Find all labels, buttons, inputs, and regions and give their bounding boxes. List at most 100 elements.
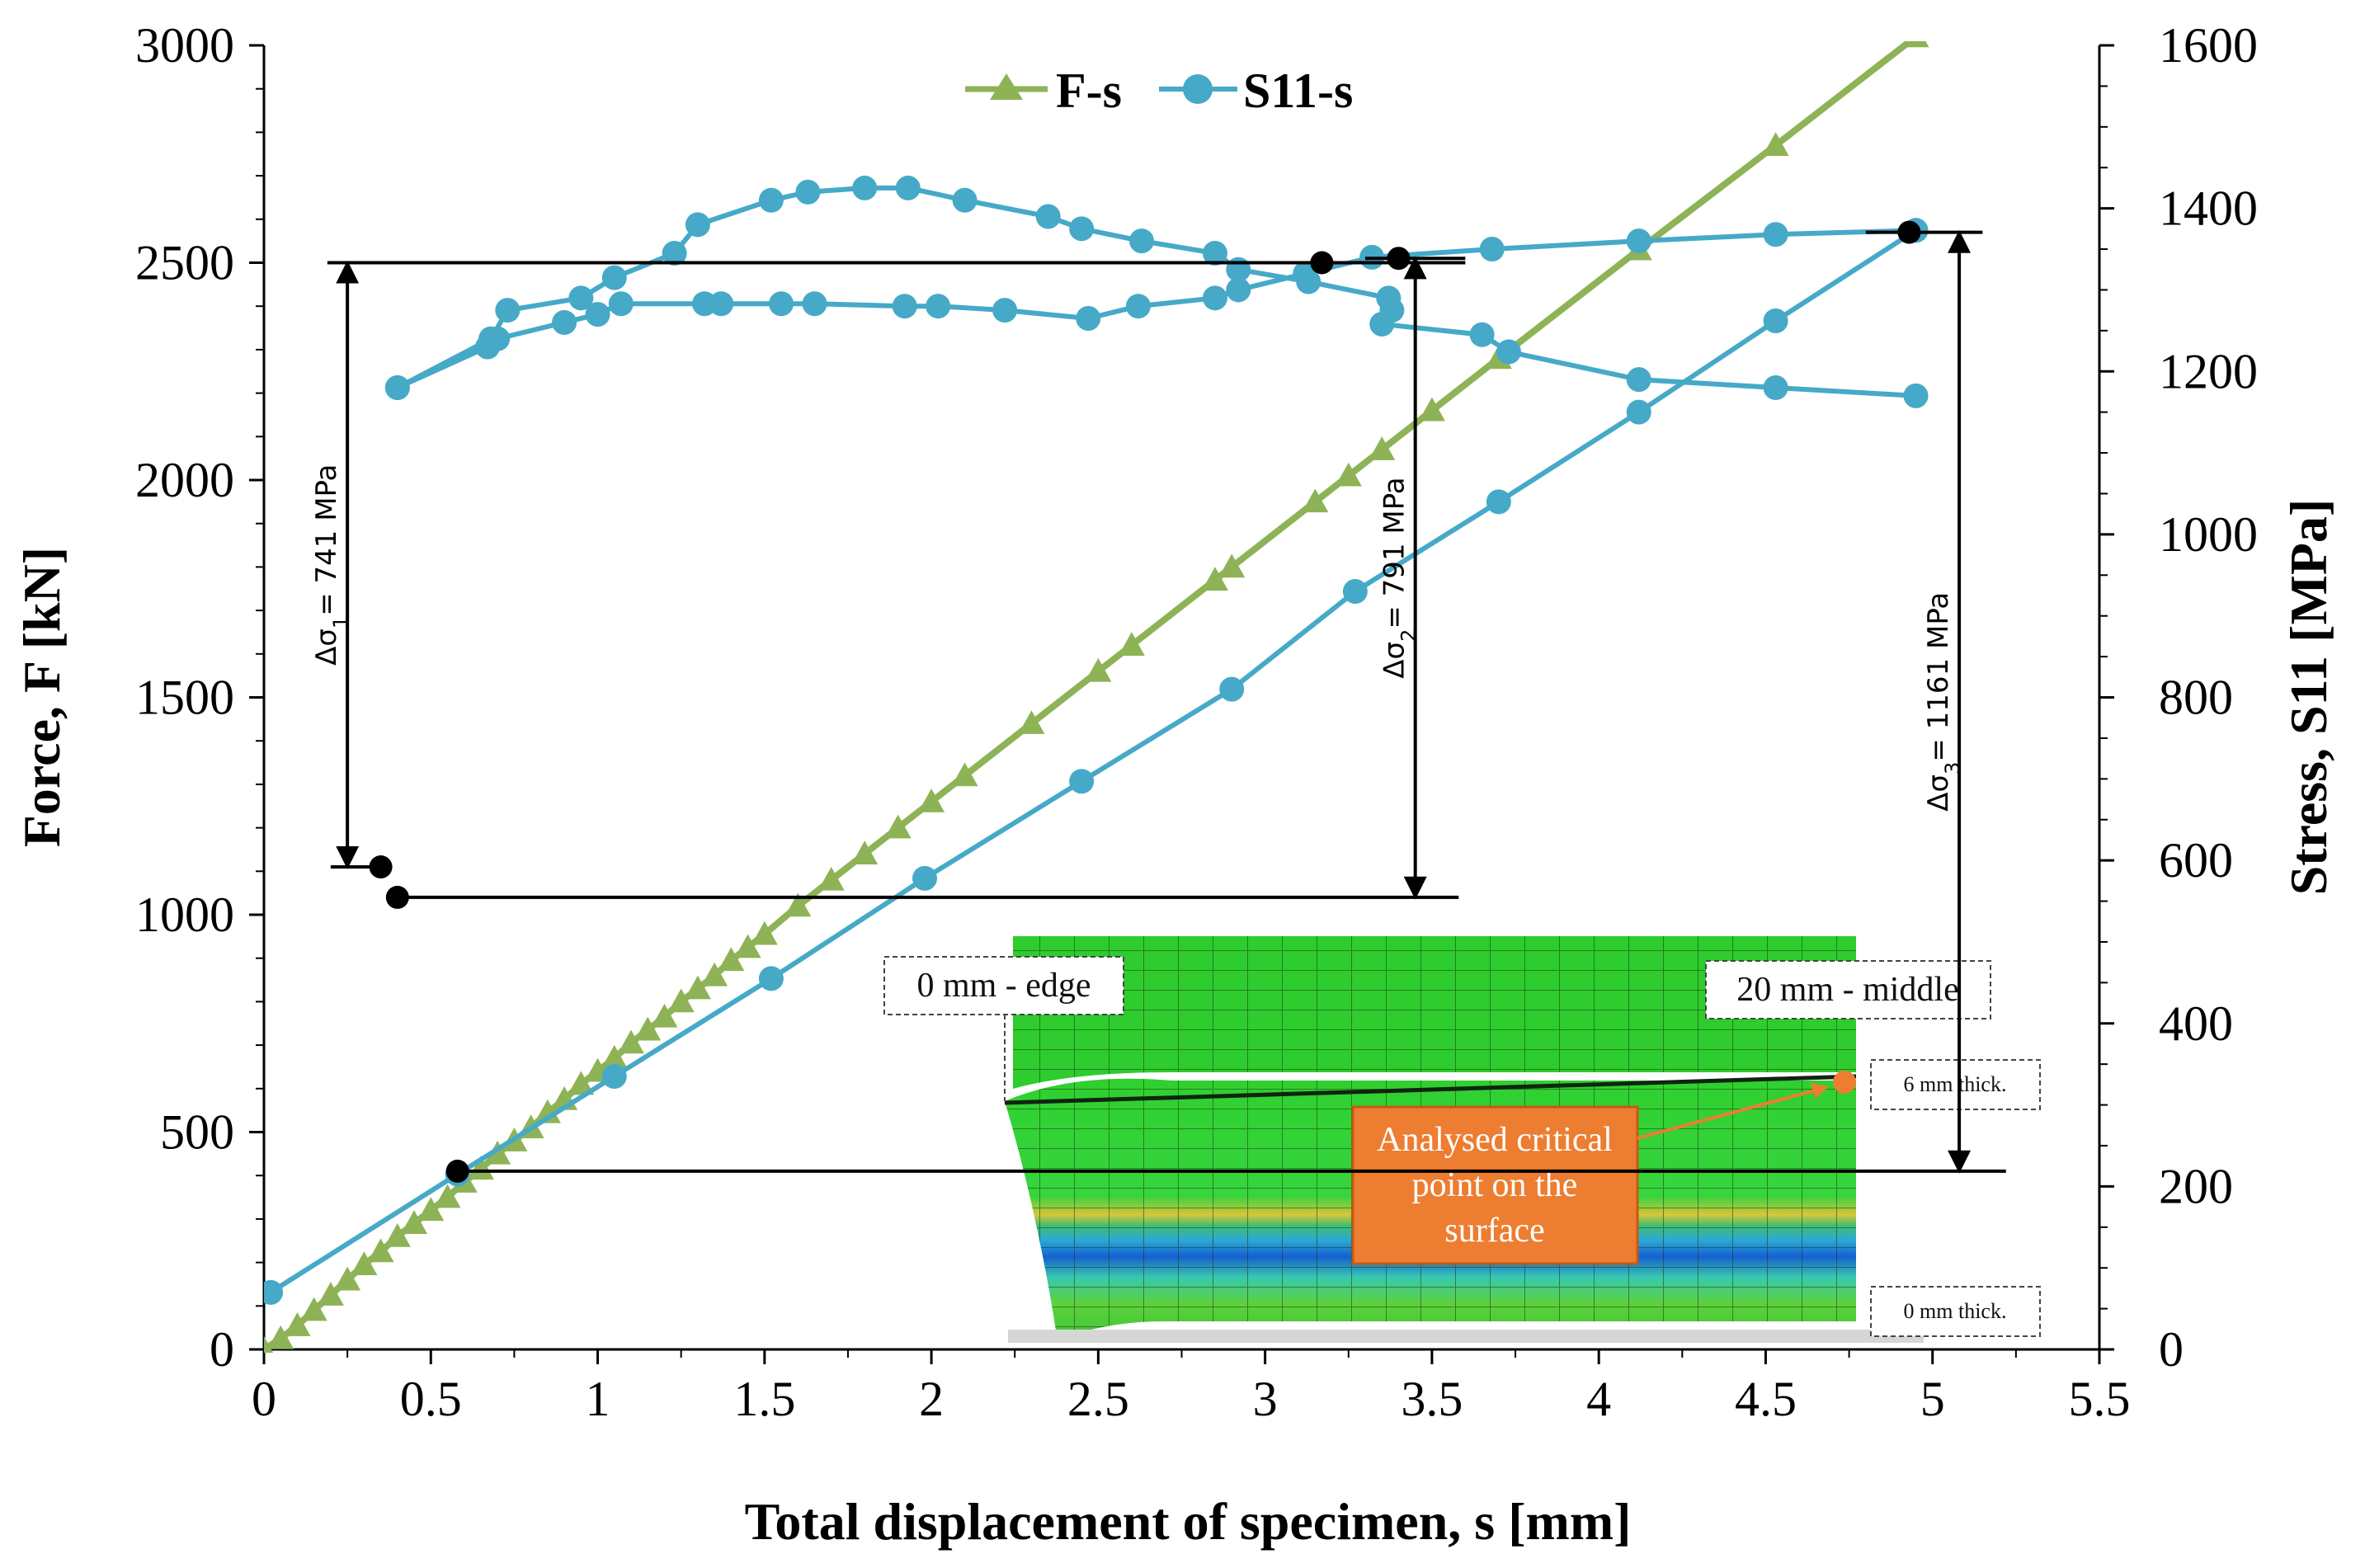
fs-point (618, 1029, 644, 1054)
middle-label-box: 20 mm - middle (1705, 960, 1991, 1019)
s11-point (1125, 294, 1151, 319)
x-tick-label: 0 (252, 1372, 276, 1426)
y-tick-label: 2500 (135, 236, 234, 290)
s11-point (852, 175, 878, 200)
s11-point (384, 375, 410, 401)
legend-fs-label: F-s (1056, 64, 1122, 118)
s11-point (1626, 228, 1651, 254)
fs-point (417, 1197, 445, 1222)
s11-point (1226, 277, 1251, 303)
fs-point (267, 1325, 294, 1349)
critical-line-3: surface (1444, 1212, 1544, 1250)
critical-point-marker (1833, 1071, 1856, 1094)
x-tick-label: 1 (586, 1372, 610, 1426)
mesh-surface-line (1004, 1074, 1857, 1105)
y2-tick-label: 1200 (2159, 344, 2258, 398)
x-ticks: 0 0.5 1 1.5 2 2.5 3 3.5 4 4.5 5 5.5 (252, 1349, 2131, 1426)
y2-tick-label: 0 (2159, 1322, 2184, 1377)
critical-line-1: Analysed critical (1377, 1121, 1613, 1159)
s11-point (992, 298, 1018, 323)
edge-label: 0 mm - edge (916, 967, 1091, 1005)
s11-point (264, 1279, 284, 1305)
fs-point (351, 1251, 378, 1276)
series-fs (264, 41, 1929, 1353)
y2-tick-label: 1600 (2159, 18, 2258, 73)
x-tick-label: 4.5 (1735, 1372, 1797, 1426)
fs-point (667, 988, 695, 1013)
fs-point (568, 1071, 595, 1095)
fs-point (1218, 553, 1246, 578)
fs-point (718, 947, 745, 972)
s11-point (926, 294, 951, 319)
s11-point (1486, 489, 1511, 515)
plot-axes: 0 0.5 1 1.5 2 2.5 3 3.5 4 4.5 5 5.5 0 500 1000 1500 200… (135, 18, 2258, 1426)
y-tick-label: 1500 (135, 671, 234, 725)
s11-point (895, 175, 921, 200)
x-tick-label: 1.5 (733, 1372, 795, 1426)
critical-point-box (1351, 1105, 1639, 1265)
s11-point (1469, 322, 1495, 347)
extreme-point (445, 1159, 469, 1183)
fe-mesh-inset: 0 mm - edge 20 mm - middle 6 mm thick. 0… (883, 936, 2041, 1343)
x-axis-title: Total displacement of specimen, s [mm] (745, 1492, 1632, 1551)
fs-point (1369, 436, 1396, 460)
s11-point (1626, 399, 1651, 425)
y2-ticks: 0 200 400 600 800 1000 1200 1400 1600 (2099, 18, 2258, 1377)
legend-fs-triangle-icon (990, 73, 1023, 100)
s11-point (608, 291, 634, 317)
fs-point (701, 962, 728, 986)
s11-point (952, 187, 978, 213)
s11-point (758, 966, 784, 991)
s11-point (1069, 216, 1095, 242)
s11-point (1369, 311, 1395, 337)
delta-sigma-label-3: Δσ3= 1161 MPa (1922, 592, 1964, 812)
y2-tick-label: 200 (2159, 1159, 2233, 1213)
s11-point (478, 326, 504, 351)
fs-point (951, 762, 978, 787)
x-tick-label: 3 (1253, 1372, 1278, 1426)
s11-point (1626, 367, 1651, 393)
y2-tick-label: 1400 (2159, 181, 2258, 236)
y2-tick-label: 800 (2159, 671, 2233, 725)
fs-point (1762, 132, 1789, 157)
extreme-point (385, 885, 409, 909)
thick6-label-box: 6 mm thick. (1870, 1059, 2041, 1110)
s11-point (1479, 237, 1505, 262)
s11-point (585, 302, 610, 327)
critical-arrow (1637, 1083, 1829, 1140)
s11-point (802, 291, 827, 317)
fs-point (734, 934, 761, 958)
thick0-label-box: 0 mm thick. (1870, 1286, 2041, 1337)
fs-point (1201, 567, 1228, 591)
fs-point (467, 1156, 494, 1180)
x-tick-label: 2 (919, 1372, 944, 1426)
legend-s11-circle-icon (1183, 74, 1213, 104)
s11-point (1296, 269, 1321, 294)
fs-point (1902, 41, 1929, 48)
x-tick-label: 0.5 (400, 1372, 462, 1426)
extreme-point (369, 855, 393, 879)
legend-fs: F-s (965, 64, 1122, 118)
fs-point (684, 975, 711, 1000)
fs-point (284, 1312, 311, 1336)
s11-point (795, 179, 821, 205)
extreme-point (1387, 247, 1411, 271)
s11-point (1763, 308, 1788, 333)
y2-axis-title: Stress, S11 [MPa] (2279, 499, 2338, 896)
x-tick-label: 3.5 (1401, 1372, 1463, 1426)
s11-point (912, 865, 937, 891)
extreme-point (1310, 251, 1334, 275)
s11-point (1202, 240, 1227, 266)
edge-label-box: 0 mm - edge (883, 956, 1124, 1101)
y2-tick-label: 400 (2159, 996, 2233, 1051)
s11-point (1763, 375, 1788, 401)
s11-point (568, 285, 594, 311)
series-s11 (264, 175, 1929, 1305)
s11-point (1763, 222, 1788, 247)
middle-label: 20 mm - middle (1736, 971, 1958, 1009)
s11-point (692, 291, 717, 317)
stress-range-annotations: Δσ1= 741 MPa Δσ2= 791 MPa Δσ3= 1161 MPa (310, 220, 2006, 1183)
fs-point (1085, 657, 1112, 682)
s11-point (1035, 204, 1061, 229)
